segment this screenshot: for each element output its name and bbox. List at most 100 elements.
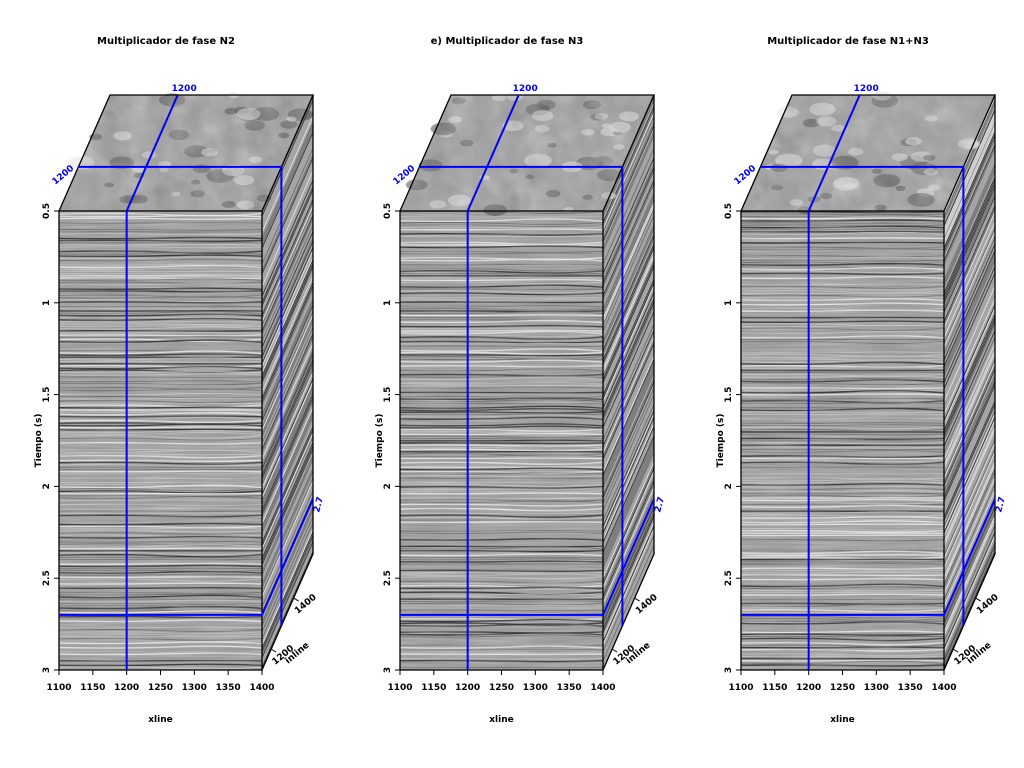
- side-reflector: [943, 135, 996, 252]
- side-reflector: [943, 509, 996, 626]
- side-reflector: [943, 324, 996, 441]
- side-reflector: [602, 285, 655, 402]
- side-reflector: [602, 516, 655, 633]
- side-reflector: [602, 116, 655, 233]
- cube-panel-1: Multiplicador de fase N2 1200 1200 2.7 1100 1…: [34, 36, 326, 725]
- x-tick-label: 1300: [864, 683, 889, 693]
- side-reflector: [261, 205, 314, 322]
- side-reflector: [602, 544, 655, 662]
- side-reflector: [602, 378, 655, 495]
- side-reflector: [602, 330, 655, 447]
- side-reflector: [602, 480, 655, 598]
- depth-tick: [293, 597, 299, 602]
- side-reflector: [602, 125, 655, 242]
- side-reflector: [261, 532, 314, 649]
- side-reflector: [943, 221, 996, 338]
- side-reflector: [261, 528, 314, 646]
- panel-title: Multiplicador de fase N1+N3: [767, 36, 929, 47]
- x-tick-label: 1150: [421, 683, 446, 693]
- side-reflector: [261, 551, 314, 668]
- x-tick-label: 1400: [931, 683, 956, 693]
- side-reflector: [261, 391, 314, 508]
- side-reflector: [602, 202, 655, 319]
- side-reflector: [943, 532, 996, 649]
- side-reflector: [261, 132, 314, 249]
- side-reflector: [602, 279, 655, 396]
- side-reflector: [943, 352, 996, 470]
- side-reflector: [602, 522, 655, 639]
- slice-label-time: 2.7: [994, 496, 1008, 514]
- side-reflector: [261, 189, 314, 306]
- side-reflector: [602, 452, 655, 569]
- side-reflector: [261, 416, 314, 534]
- top-frame: [740, 94, 996, 212]
- side-reflector: [602, 493, 655, 610]
- side-reflector: [943, 404, 996, 521]
- side-reflector: [602, 512, 655, 630]
- side-reflector: [943, 439, 996, 556]
- side-reflector: [943, 144, 996, 262]
- x-tick-label: 1200: [796, 683, 821, 693]
- side-reflector: [943, 551, 996, 668]
- side-reflector: [943, 448, 996, 566]
- side-reflector: [943, 368, 996, 486]
- y-tick-label: 1: [383, 300, 393, 306]
- depth-tick: [270, 648, 277, 653]
- side-reflector: [602, 135, 655, 252]
- side-reflector: [943, 490, 996, 607]
- x-tick-label: 1350: [557, 683, 582, 693]
- side-reflector: [261, 426, 314, 543]
- side-reflector: [943, 519, 996, 636]
- side-reflector: [602, 224, 655, 342]
- side-reflector: [261, 458, 314, 575]
- x-tick-label: 1400: [590, 683, 615, 693]
- x-tick-label: 1350: [898, 683, 923, 693]
- side-reflector: [261, 317, 314, 434]
- side-reflector: [261, 122, 314, 239]
- side-reflector: [602, 247, 655, 364]
- side-reflector: [261, 397, 314, 514]
- side-reflector: [943, 205, 996, 322]
- side-reflector: [943, 541, 996, 658]
- side-reflector: [602, 535, 655, 652]
- xline-slice-top: [125, 94, 179, 212]
- y-tick-label: 1.5: [383, 387, 393, 403]
- side-reflector: [602, 506, 655, 623]
- side-frame: [602, 95, 655, 671]
- side-reflector: [261, 538, 314, 655]
- x-tick-label: 1100: [728, 683, 753, 693]
- y-axis-label: Tiempo (s): [716, 413, 726, 467]
- side-reflector: [602, 448, 655, 566]
- side-reflector: [943, 253, 996, 370]
- panel-title: Multiplicador de fase N2: [97, 36, 235, 47]
- side-reflector: [602, 106, 655, 223]
- depth-tick-label: 1400: [634, 593, 660, 617]
- side-reflector: [602, 205, 655, 322]
- side-reflector: [602, 442, 655, 559]
- side-reflector: [261, 250, 314, 367]
- xline-slice-top: [807, 94, 861, 212]
- y-axis-label: Tiempo (s): [34, 413, 44, 467]
- slice-label-xline: 1200: [172, 84, 197, 94]
- side-reflector: [602, 436, 655, 553]
- side-reflector: [943, 266, 996, 383]
- side-reflector: [943, 189, 996, 306]
- side-reflector: [943, 228, 996, 345]
- side-reflector: [943, 256, 996, 374]
- side-reflector: [943, 103, 996, 220]
- side-reflector: [261, 327, 314, 444]
- side-reflector: [943, 250, 996, 367]
- side-reflector: [943, 183, 996, 300]
- y-tick-label: 1: [42, 300, 52, 306]
- side-reflector: [261, 372, 314, 489]
- side-reflector: [261, 116, 314, 233]
- side-reflector: [602, 157, 655, 274]
- x-axis-label: xline: [148, 715, 173, 725]
- side-reflector: [602, 234, 655, 351]
- side-reflector: [261, 436, 314, 553]
- side-reflector: [261, 407, 314, 524]
- side-reflector: [943, 330, 996, 447]
- side-reflector: [261, 535, 314, 652]
- side-reflector: [602, 192, 655, 310]
- side-reflector: [261, 381, 314, 498]
